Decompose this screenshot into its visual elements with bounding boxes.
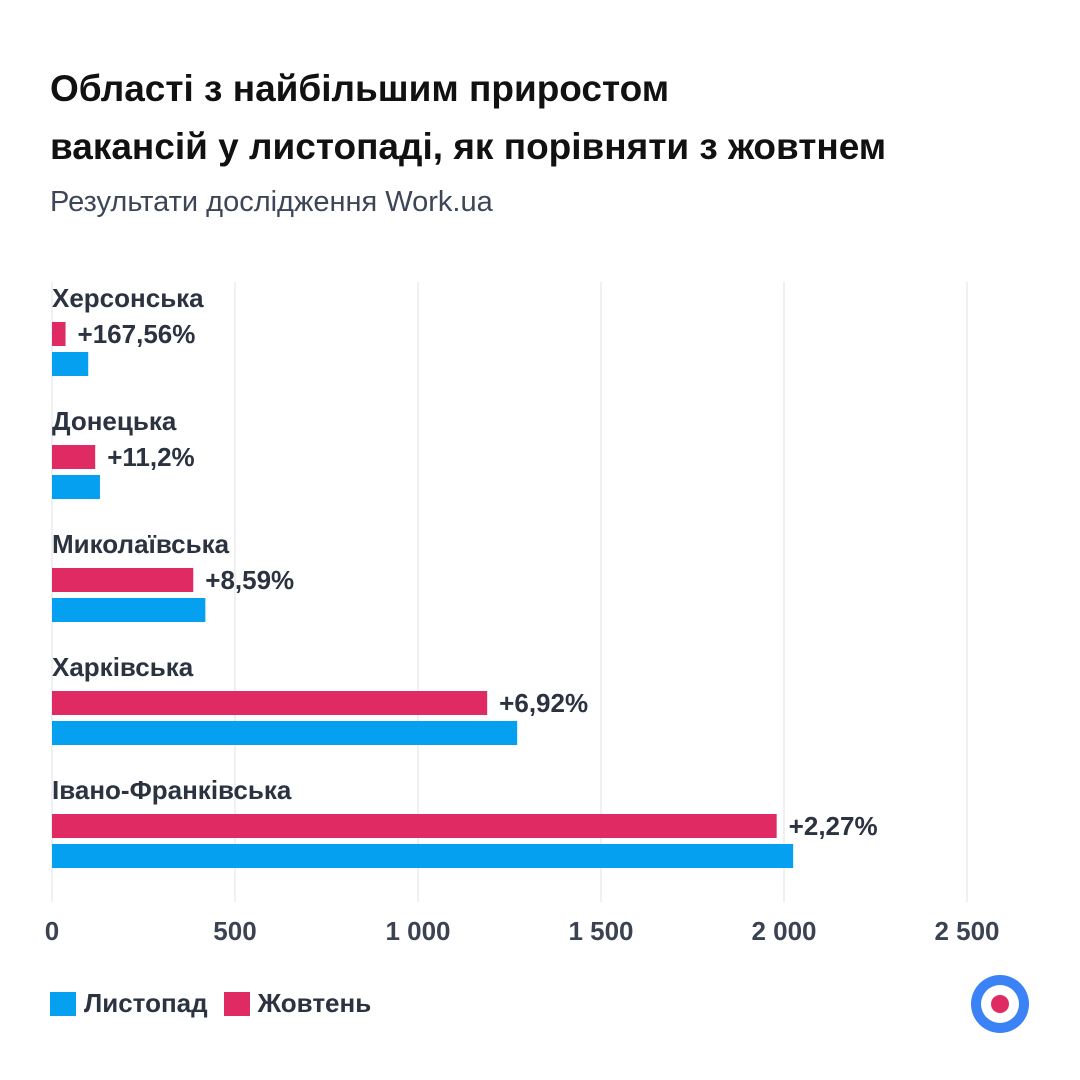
bar-oct [52, 445, 96, 469]
x-tick-label: 500 [213, 916, 256, 946]
category-label: Донецька [52, 406, 177, 436]
bar-nov [52, 844, 794, 868]
category-label: Миколаївська [52, 529, 230, 559]
chart-title-line-1: Області з найбільшим приростом [50, 68, 670, 109]
x-tick-label: 2 000 [751, 916, 816, 946]
x-tick-label: 1 000 [385, 916, 450, 946]
bar-oct [52, 568, 194, 592]
chart-subtitle: Результати дослідження Work.ua [50, 186, 493, 218]
category-label: Харківська [52, 652, 194, 682]
target-logo-icon [971, 975, 1029, 1033]
category-label: Івано-Франківська [52, 775, 292, 805]
data-label: +8,59% [205, 565, 294, 595]
data-label: +6,92% [499, 688, 588, 718]
bar-oct [52, 691, 488, 715]
legend-item-oct: Жовтень [223, 988, 372, 1019]
legend-item-nov: Листопад [50, 988, 208, 1019]
data-label: +2,27% [789, 811, 878, 841]
legend: Листопад Жовтень [50, 988, 375, 1019]
category-label: Херсонська [52, 283, 204, 313]
legend-label-nov: Листопад [84, 988, 208, 1018]
x-tick-label: 1 500 [568, 916, 633, 946]
data-label: +167,56% [78, 319, 196, 349]
legend-label-oct: Жовтень [257, 988, 372, 1018]
x-tick-label: 0 [45, 916, 59, 946]
legend-swatch-nov [50, 991, 76, 1016]
x-tick-label: 2 500 [934, 916, 999, 946]
chart-title: Області з найбільшим приростом вакансій … [50, 60, 1040, 176]
data-label: +11,2% [107, 442, 194, 472]
bar-nov [52, 475, 100, 499]
bar-oct [52, 814, 777, 838]
legend-swatch-oct [223, 991, 250, 1016]
bar-oct [52, 322, 66, 346]
bar-nov [52, 352, 89, 376]
bar-nov [52, 721, 518, 745]
bar-nov [52, 598, 206, 622]
chart-title-line-2: вакансій у листопаді, як порівняти з жов… [50, 126, 887, 167]
